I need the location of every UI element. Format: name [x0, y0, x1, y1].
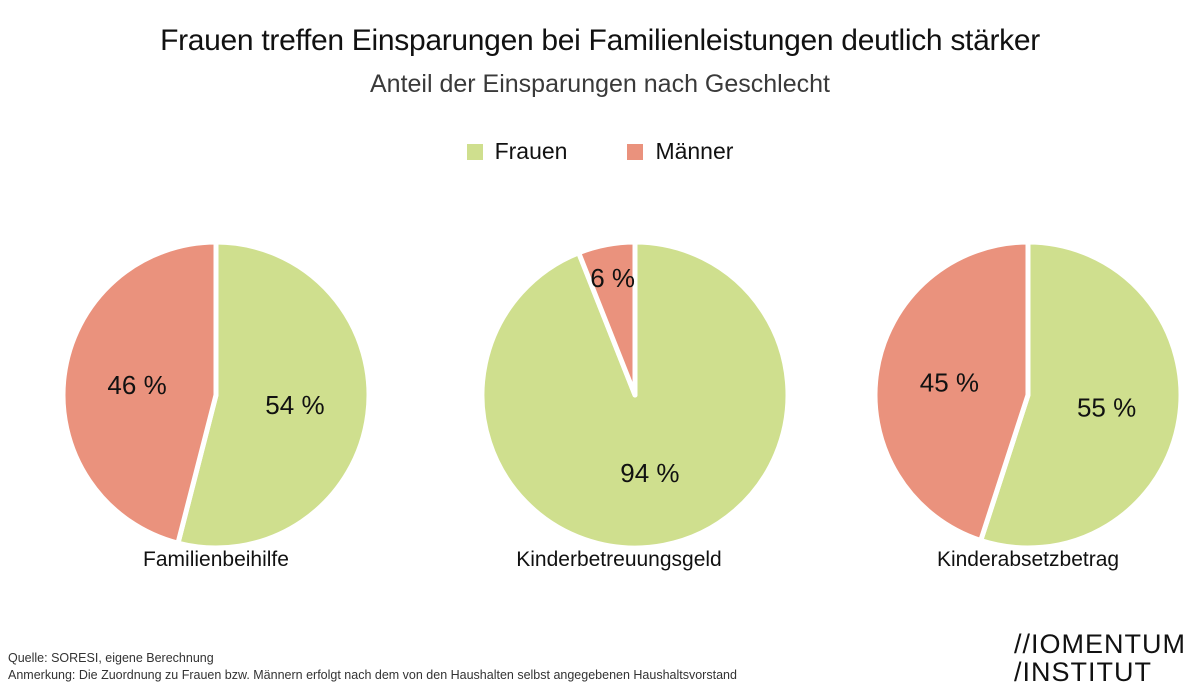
- pie-slice-familienbeihilfe-frauen: [175, 239, 372, 551]
- legend-item-maenner: Männer: [627, 138, 733, 165]
- pie-label-kinderabsetzbetrag: Kinderabsetzbetrag: [936, 548, 1120, 571]
- chart-title: Frauen treffen Einsparungen bei Familien…: [160, 24, 1040, 57]
- pie-value-kinderbetreuungsgeld-maenner: 6 %: [590, 263, 635, 293]
- pie-label-kinderbetreuungsgeld: Kinderbetreuungsgeld: [516, 548, 722, 571]
- legend: Frauen Männer: [0, 138, 1200, 165]
- pie-slice-kinderbetreuungsgeld-maenner: [576, 239, 638, 398]
- chart-subtitle: Anteil der Einsparungen nach Geschlecht: [369, 70, 830, 98]
- legend-swatch-maenner: [627, 143, 644, 160]
- annotation-note: Anmerkung: Die Zuordnung zu Frauen bzw. …: [8, 668, 737, 682]
- legend-swatch-frauen: [466, 143, 483, 160]
- source-note: Quelle: SORESI, eigene Berechnung: [8, 651, 214, 665]
- momentum-institut-logo: //IOMENTUM /INSTITUT: [1014, 630, 1186, 686]
- legend-label-maenner: Männer: [655, 138, 734, 164]
- logo-line-1: //IOMENTUM: [1014, 629, 1186, 659]
- pie-value-kinderbetreuungsgeld-frauen: 94 %: [620, 458, 679, 488]
- pie-value-familienbeihilfe-frauen: 54 %: [265, 390, 324, 420]
- legend-item-frauen: Frauen: [466, 138, 568, 165]
- pie-label-familienbeihilfe: Familienbeihilfe: [143, 548, 289, 571]
- logo-line-2: /INSTITUT: [1014, 657, 1152, 687]
- pie-value-kinderabsetzbetrag-frauen: 55 %: [1077, 392, 1136, 422]
- pie-value-familienbeihilfe-maenner: 46 %: [107, 370, 166, 400]
- pie-slice-familienbeihilfe-maenner: [60, 239, 219, 546]
- pie-value-kinderabsetzbetrag-maenner: 45 %: [920, 368, 979, 398]
- pie-slice-kinderabsetzbetrag-maenner: [872, 239, 1031, 544]
- legend-label-frauen: Frauen: [494, 138, 568, 164]
- pie-slice-kinderabsetzbetrag-frauen: [978, 239, 1184, 551]
